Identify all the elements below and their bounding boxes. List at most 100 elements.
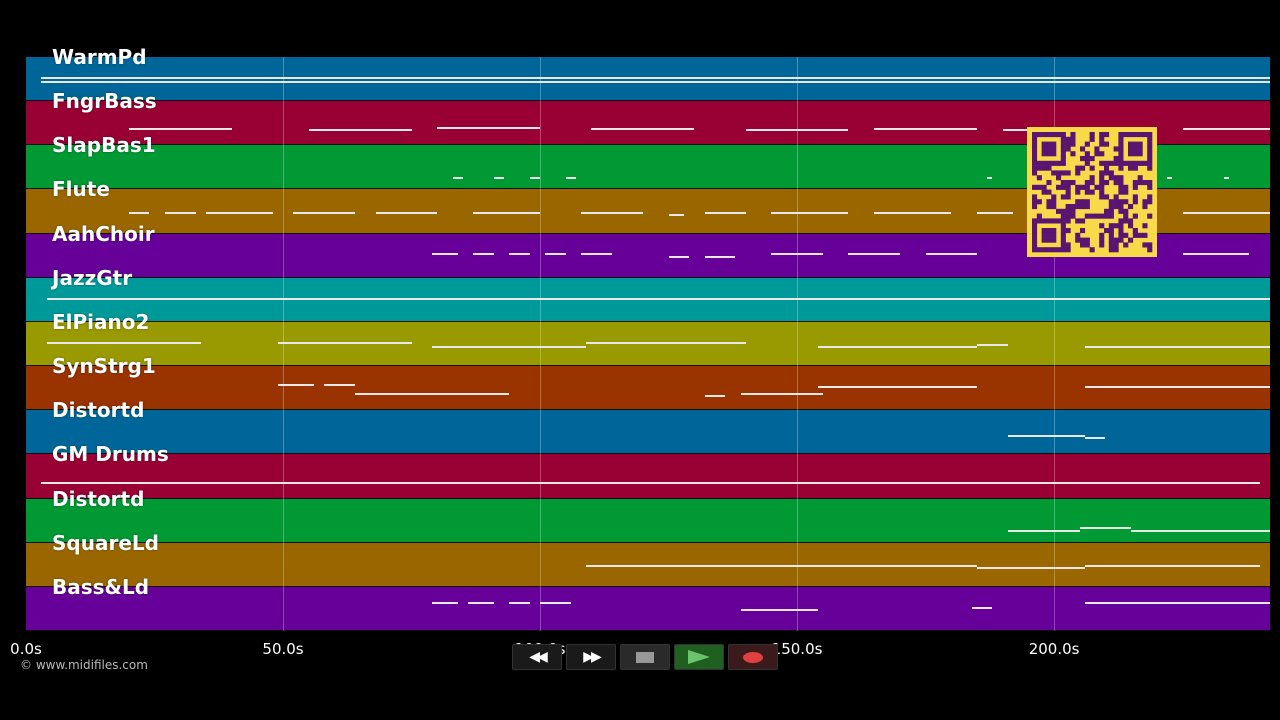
- midi-note: [668, 255, 690, 258]
- midi-note: [468, 602, 494, 605]
- midi-note: [1079, 527, 1132, 530]
- fast-forward-button[interactable]: ▶▶: [566, 644, 616, 670]
- midi-note: [1084, 346, 1270, 349]
- midi-note: [354, 392, 510, 395]
- midi-note: [493, 177, 505, 180]
- midi-note: [293, 211, 355, 214]
- midi-note: [529, 177, 541, 180]
- midi-note: [976, 566, 1085, 569]
- midi-note: [987, 177, 993, 180]
- stop-button[interactable]: [620, 644, 670, 670]
- midi-note: [277, 341, 412, 344]
- track-lane[interactable]: [26, 366, 1270, 411]
- midi-note: [1182, 253, 1250, 256]
- midi-note: [971, 606, 993, 609]
- transport-controls: ◀◀ ▶▶: [512, 644, 778, 670]
- track-name: SynStrg1: [52, 354, 156, 379]
- midi-note: [432, 346, 587, 349]
- track-name: Bass&Ld: [52, 574, 150, 599]
- track-name: ElPiano2: [52, 309, 150, 334]
- midi-note: [545, 253, 566, 256]
- midi-note: [1182, 211, 1270, 214]
- midi-note: [848, 253, 900, 256]
- midi-note: [205, 211, 273, 214]
- track-lane[interactable]: [26, 410, 1270, 455]
- track-name: Distortd: [52, 486, 145, 511]
- midi-note: [46, 341, 201, 344]
- midi-note: [509, 253, 530, 256]
- time-tick-label: 0.0s: [10, 640, 42, 658]
- midi-note: [581, 211, 643, 214]
- midi-note: [432, 253, 458, 256]
- track-name: AahChoir: [52, 221, 155, 246]
- midi-note: [817, 346, 977, 349]
- time-tick-label: 200.0s: [1028, 640, 1080, 658]
- record-button[interactable]: [728, 644, 778, 670]
- time-tick-label: 150.0s: [771, 640, 823, 658]
- midi-note: [771, 211, 849, 214]
- track-lane[interactable]: [26, 586, 1270, 631]
- midi-note: [277, 383, 314, 386]
- midi-note: [473, 211, 541, 214]
- gridline: [283, 57, 285, 631]
- midi-note: [46, 297, 258, 300]
- midi-note: [668, 213, 684, 216]
- midi-note: [164, 211, 196, 214]
- midi-note: [1182, 127, 1270, 130]
- midi-note: [1084, 602, 1270, 605]
- track-name: FngrBass: [52, 89, 157, 114]
- midi-note: [416, 297, 808, 300]
- midi-note: [509, 602, 530, 605]
- midi-note: [473, 253, 494, 256]
- midi-note: [771, 253, 823, 256]
- track-lane[interactable]: [26, 321, 1270, 367]
- track-lane[interactable]: [26, 57, 1270, 102]
- midi-note: [586, 564, 977, 567]
- track-name: SquareLd: [52, 530, 159, 555]
- copyright-text: © www.midifiles.com: [20, 658, 148, 672]
- play-button[interactable]: [674, 644, 724, 670]
- midi-note: [375, 211, 438, 214]
- midi-note: [41, 81, 1270, 84]
- midi-note: [740, 608, 818, 611]
- midi-note: [745, 128, 849, 131]
- qr-code: [1027, 127, 1157, 257]
- midi-note: [540, 602, 571, 605]
- rewind-button[interactable]: ◀◀: [512, 644, 562, 670]
- stop-icon: [636, 651, 654, 663]
- midi-note: [1223, 177, 1229, 180]
- play-icon: [688, 650, 710, 664]
- midi-note: [128, 211, 150, 214]
- fast-forward-icon: ▶▶: [583, 649, 601, 665]
- midi-note: [591, 127, 695, 130]
- midi-note: [807, 297, 1270, 300]
- record-icon: [743, 651, 763, 663]
- midi-note: [437, 126, 541, 129]
- midi-note: [432, 602, 458, 605]
- midi-note: [41, 481, 1260, 484]
- gridline: [540, 57, 542, 631]
- track-name: JazzGtr: [52, 265, 133, 290]
- track-name: GM Drums: [52, 442, 169, 467]
- track-lane[interactable]: [26, 542, 1270, 587]
- midi-note: [704, 211, 746, 214]
- midi-note: [128, 127, 232, 130]
- midi-note: [565, 177, 577, 180]
- midi-note: [308, 128, 412, 131]
- midi-note: [41, 76, 1270, 79]
- track-lane[interactable]: [26, 498, 1270, 543]
- midi-note: [874, 211, 952, 214]
- track-lane[interactable]: [26, 277, 1270, 322]
- midi-note: [976, 343, 1008, 346]
- midi-note: [452, 177, 463, 180]
- midi-note: [586, 341, 746, 344]
- midi-note: [1007, 434, 1085, 437]
- midi-note: [817, 385, 977, 388]
- gridline: [797, 57, 799, 631]
- track-name: Flute: [52, 177, 110, 202]
- track-lane[interactable]: [26, 454, 1270, 499]
- midi-note: [704, 255, 736, 258]
- midi-note: [1167, 177, 1173, 180]
- midi-note: [324, 383, 355, 386]
- track-name: WarmPd: [52, 45, 147, 69]
